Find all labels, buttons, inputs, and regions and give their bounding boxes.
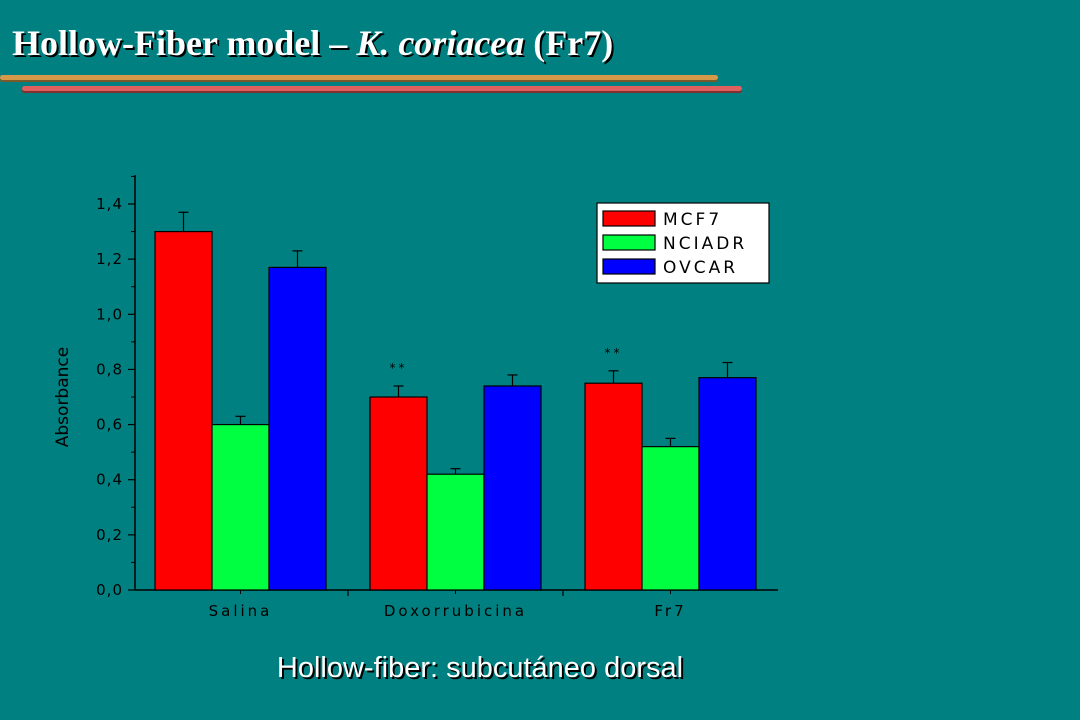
bar-nciadr-fr7 <box>641 446 700 591</box>
chart-caption: Hollow-fiber: subcutáneo dorsal <box>276 652 684 684</box>
y-tick-label: 0,4 <box>96 471 123 489</box>
x-category-label: Doxorrubicina <box>384 602 527 620</box>
legend-label-nciadr: NCIADR <box>663 234 747 254</box>
legend-label-ovcar: OVCAR <box>663 258 738 278</box>
y-tick-label: 1,2 <box>96 250 123 268</box>
legend-label-mcf7: MCF7 <box>663 210 722 230</box>
legend-swatch-ovcar <box>602 258 656 275</box>
x-category-label: Salina <box>209 602 273 620</box>
page-title: Hollow-Fiber model – K. coriacea (Fr7) <box>12 22 613 64</box>
y-tick-label: 0,0 <box>96 581 123 599</box>
legend-swatch-nciadr <box>602 234 656 251</box>
significance-marker: ** <box>605 346 623 360</box>
x-category-label: Fr7 <box>654 602 686 620</box>
title-underline-gold <box>0 75 718 80</box>
y-tick-label: 0,2 <box>96 526 123 544</box>
title-underline-red <box>22 86 742 91</box>
y-tick-label: 1,0 <box>96 305 123 323</box>
title-fraction: (Fr7) <box>524 23 614 63</box>
bar-mcf7-salina <box>154 230 213 591</box>
bar-mcf7-doxorrubicina <box>369 396 428 591</box>
y-tick-label: 0,8 <box>96 360 123 378</box>
significance-marker: ** <box>390 361 408 375</box>
bar-nciadr-salina <box>211 423 270 591</box>
bar-mcf7-fr7 <box>584 382 643 591</box>
title-species: K. coriacea <box>356 23 525 63</box>
legend-swatch-mcf7 <box>602 210 656 227</box>
title-main: Hollow-Fiber model – <box>12 23 357 63</box>
y-tick-label: 0,6 <box>96 416 123 434</box>
y-axis-label: Absorbance <box>53 347 73 447</box>
bar-nciadr-doxorrubicina <box>426 473 485 591</box>
bar-ovcar-salina <box>268 266 327 591</box>
bar-ovcar-doxorrubicina <box>483 385 542 591</box>
bar-ovcar-fr7 <box>698 377 757 591</box>
y-tick-label: 1,4 <box>96 195 123 213</box>
